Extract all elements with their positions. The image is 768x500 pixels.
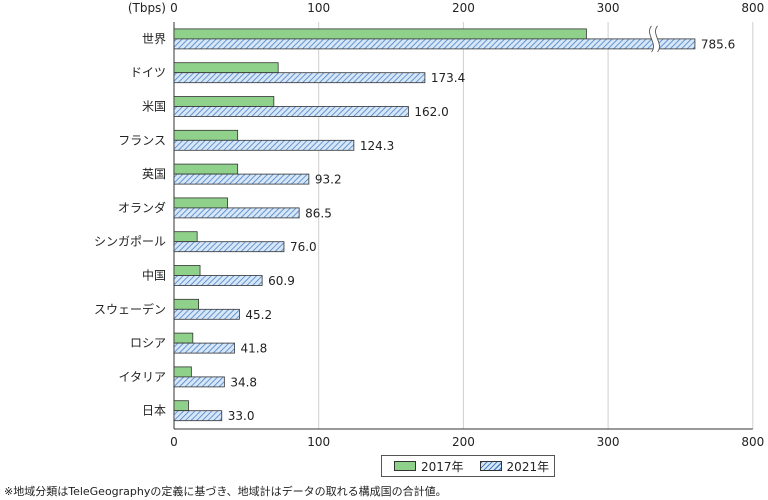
legend-item-2017: 2017年 — [394, 458, 464, 475]
bar-2017 — [173, 366, 192, 378]
x-tick-label: 200 — [452, 1, 475, 15]
data-label-2021: 785.6 — [701, 37, 735, 51]
legend-swatch-2021 — [479, 461, 502, 471]
bar-2021 — [173, 173, 310, 185]
x-tick-label-bottom: 200 — [452, 435, 475, 449]
footnote: ※地域分類はTeleGeographyの定義に基づき、地域計はデータの取れる構成… — [4, 485, 447, 498]
x-tick-label: 100 — [307, 1, 330, 15]
bar-2021 — [173, 106, 409, 117]
data-label-2021: 162.0 — [414, 105, 448, 119]
bar-2017 — [173, 62, 279, 74]
x-tick-label: 800 — [741, 1, 764, 15]
bar-2021 — [173, 275, 263, 286]
bar-2017 — [173, 28, 587, 40]
bar-2017 — [173, 231, 198, 243]
axis-break-line — [655, 25, 660, 53]
category-label: スウェーデン — [94, 301, 166, 316]
data-label-2021: 76.0 — [290, 240, 317, 254]
data-label-2021: 93.2 — [315, 173, 342, 187]
legend-label-2021: 2021年 — [506, 459, 550, 474]
category-label: 中国 — [142, 268, 166, 283]
legend: 2017年 2021年 — [381, 455, 555, 477]
legend-item-2021: 2021年 — [479, 458, 550, 475]
x-tick-label-bottom: 300 — [597, 435, 620, 449]
data-label-2021: 34.8 — [230, 375, 257, 389]
x-tick-label: 300 — [597, 1, 620, 15]
axis-break-gap — [649, 25, 660, 52]
bar-2021 — [173, 241, 285, 253]
data-label-2021: 124.3 — [360, 139, 394, 153]
bar-2017 — [173, 400, 189, 412]
category-label: 英国 — [142, 167, 166, 181]
bar-2017 — [173, 265, 201, 276]
bar-2021 — [173, 376, 225, 388]
bar-2021 — [173, 308, 240, 320]
bar-2017 — [173, 129, 239, 141]
bar-2021 — [173, 410, 223, 422]
x-tick-label-bottom: 100 — [307, 435, 330, 449]
category-label: 世界 — [142, 32, 166, 46]
x-tick-label-bottom: 0 — [170, 435, 178, 449]
bar-2021 — [173, 38, 696, 50]
data-label-2021: 60.9 — [268, 274, 295, 288]
category-label: オランダ — [118, 200, 166, 215]
x-tick-label: 0 — [170, 1, 178, 15]
category-label: フランス — [118, 133, 166, 147]
bar-2017 — [173, 163, 239, 175]
data-label-2021: 173.4 — [431, 71, 465, 85]
axis-break-line — [649, 25, 654, 53]
x-tick-label-bottom: 800 — [741, 435, 764, 449]
category-label: 米国 — [142, 100, 166, 114]
bar-2017 — [173, 96, 275, 107]
bar-2021 — [173, 207, 300, 219]
data-label-2021: 45.2 — [245, 308, 272, 322]
category-label: 日本 — [142, 404, 166, 418]
bar-2017 — [173, 197, 228, 209]
category-label: イタリア — [118, 370, 166, 384]
bar-2021 — [173, 72, 426, 84]
data-label-2021: 33.0 — [228, 409, 255, 423]
bar-2021 — [173, 342, 235, 354]
data-label-2021: 41.8 — [240, 342, 267, 356]
category-label: ロシア — [130, 336, 166, 350]
category-label: シンガポール — [94, 235, 166, 249]
category-label: ドイツ — [130, 66, 166, 80]
unit-label: (Tbps) — [128, 1, 166, 15]
bar-2021 — [173, 139, 355, 151]
legend-swatch-2017 — [394, 461, 416, 471]
bar-2017 — [173, 332, 194, 344]
bar-2017 — [173, 298, 199, 310]
data-label-2021: 86.5 — [305, 206, 332, 220]
legend-label-2017: 2017年 — [421, 459, 464, 474]
